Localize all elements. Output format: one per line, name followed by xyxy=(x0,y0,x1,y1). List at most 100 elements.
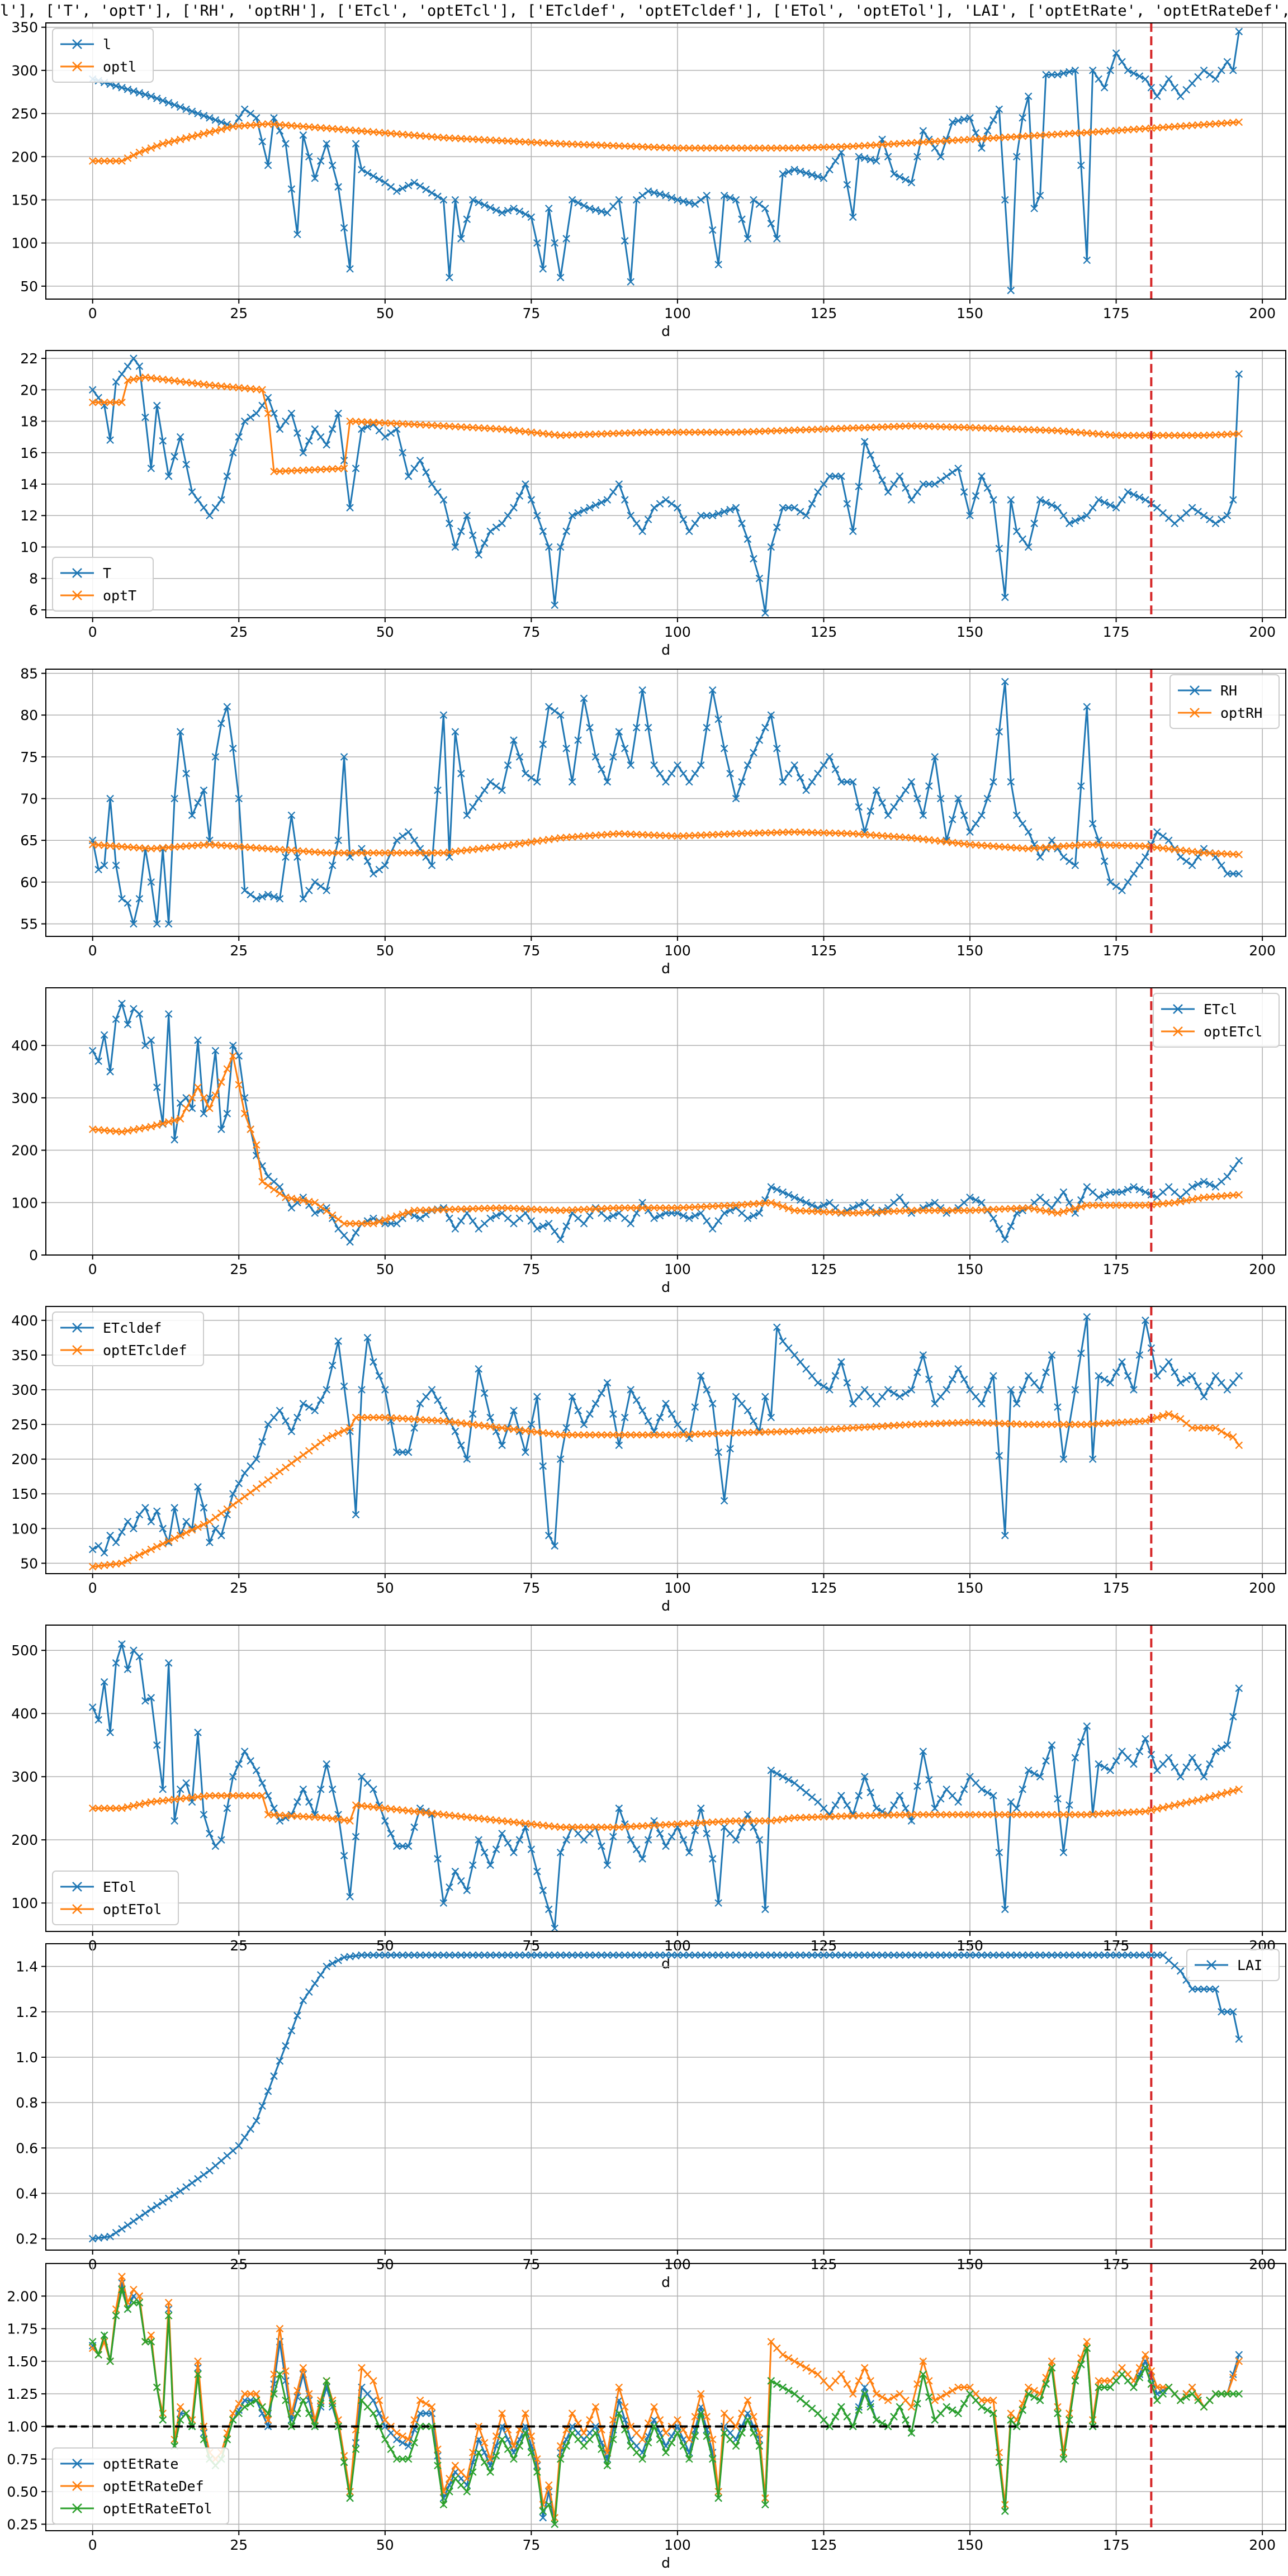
data-point xyxy=(890,803,898,811)
series-lai xyxy=(88,1951,1243,2243)
data-point xyxy=(135,89,144,97)
data-point xyxy=(954,136,962,144)
data-point xyxy=(1206,1382,1214,1390)
data-point xyxy=(726,1445,734,1453)
data-point xyxy=(100,841,108,849)
data-point xyxy=(1218,861,1225,869)
data-point xyxy=(399,1210,406,1218)
data-point xyxy=(802,1207,810,1215)
data-point xyxy=(995,1205,1003,1213)
data-point xyxy=(574,2429,582,2437)
data-point xyxy=(305,1988,313,1996)
data-point xyxy=(1030,205,1038,212)
data-point xyxy=(960,1375,968,1384)
y-tick-label: 6 xyxy=(29,602,38,618)
x-tick-label: 50 xyxy=(376,624,394,640)
data-point xyxy=(100,1549,108,1557)
data-point xyxy=(410,131,418,139)
data-point xyxy=(544,1951,553,1959)
data-point xyxy=(1135,2374,1144,2381)
data-point xyxy=(194,496,202,504)
data-point xyxy=(831,157,840,165)
data-point xyxy=(363,1779,372,1787)
series-line xyxy=(92,2283,1240,2525)
data-point xyxy=(890,2413,898,2421)
data-point xyxy=(463,423,471,431)
data-point xyxy=(328,1361,337,1370)
data-point xyxy=(258,120,266,129)
data-point xyxy=(200,1504,208,1512)
data-point xyxy=(223,2436,231,2444)
data-point xyxy=(1001,425,1009,433)
data-point xyxy=(556,1848,565,1857)
data-point xyxy=(1066,1199,1073,1207)
series-line xyxy=(92,1954,1240,2240)
data-point xyxy=(609,488,617,496)
data-point xyxy=(960,1418,968,1427)
legend-marker xyxy=(72,2503,82,2513)
data-point xyxy=(966,1951,974,1959)
data-point xyxy=(837,1209,845,1216)
data-point xyxy=(1001,196,1009,204)
data-point xyxy=(1194,1763,1202,1772)
data-point xyxy=(890,423,898,430)
legend-marker xyxy=(1190,685,1200,695)
data-point xyxy=(1054,1403,1062,1411)
data-point xyxy=(1171,1199,1178,1207)
data-point xyxy=(674,504,681,512)
data-point xyxy=(270,893,278,901)
data-point xyxy=(171,1534,178,1542)
data-point xyxy=(691,1430,699,1438)
data-point xyxy=(644,1836,652,1844)
data-point xyxy=(475,198,482,206)
data-point xyxy=(790,1351,798,1359)
data-point xyxy=(878,2393,886,2401)
data-point xyxy=(211,1842,220,1850)
y-tick-label: 8 xyxy=(29,571,38,587)
data-point xyxy=(1042,499,1050,506)
data-point xyxy=(632,1396,641,1404)
data-point xyxy=(164,2299,173,2307)
data-point xyxy=(223,1510,231,1519)
data-point xyxy=(674,761,681,769)
data-point xyxy=(591,2422,600,2431)
data-point xyxy=(100,1031,108,1039)
data-point xyxy=(960,1951,968,1959)
data-point xyxy=(533,239,541,247)
data-point xyxy=(1088,1951,1097,1959)
data-point xyxy=(884,140,892,148)
data-point xyxy=(936,2393,945,2401)
data-point xyxy=(866,1951,874,1959)
data-point xyxy=(755,1836,764,1844)
data-point xyxy=(416,1206,424,1214)
panel-l: 0 25 50 75 100 125 150 175 200501001502002503003… xyxy=(11,20,1286,339)
data-point xyxy=(919,2370,927,2378)
y-tick-label: 1.2 xyxy=(16,2004,38,2020)
y-tick-label: 0.50 xyxy=(7,2484,38,2500)
data-point xyxy=(1176,122,1185,130)
data-point xyxy=(907,2403,916,2411)
data-point xyxy=(896,422,904,430)
data-point xyxy=(784,1776,793,1784)
data-point xyxy=(685,428,693,436)
data-point xyxy=(656,831,664,840)
data-point xyxy=(568,431,576,439)
data-point xyxy=(247,1462,254,1470)
legend-item-etcl: ETcl xyxy=(1161,1001,1237,1017)
data-point xyxy=(650,1427,658,1436)
data-point xyxy=(591,1431,600,1439)
data-point xyxy=(235,1792,243,1800)
legend-marker xyxy=(1173,1026,1183,1036)
data-point xyxy=(960,811,968,820)
data-point xyxy=(872,423,880,431)
data-point xyxy=(486,1214,494,1223)
data-point xyxy=(656,1431,664,1439)
data-point xyxy=(1007,425,1015,433)
data-point xyxy=(293,1413,301,1422)
data-point xyxy=(556,1235,565,1243)
data-point xyxy=(1235,1785,1243,1793)
data-point xyxy=(299,2397,307,2404)
data-point xyxy=(270,467,278,476)
